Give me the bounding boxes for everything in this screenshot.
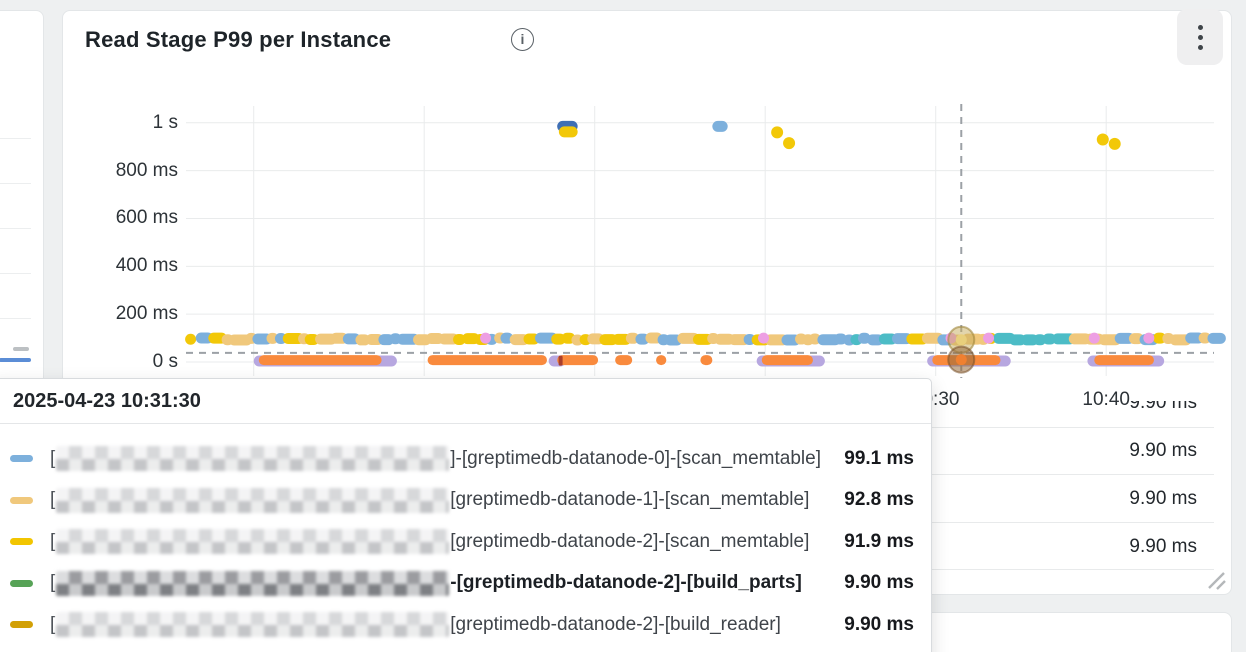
info-icon[interactable]: i <box>511 28 534 51</box>
series-label-prefix: [ <box>50 489 56 511</box>
series-label-prefix: [ <box>50 613 56 635</box>
series-color-marker-icon <box>10 538 33 546</box>
redacted-pod-name <box>56 570 450 596</box>
series-value: 92.8 ms <box>844 489 914 511</box>
legend-value: 9.90 ms <box>1129 440 1197 461</box>
kebab-icon <box>1197 24 1203 30</box>
series-value: 91.9 ms <box>844 530 914 552</box>
legend-value: 9.90 ms <box>1129 536 1197 557</box>
y-axis-tick: 600 ms <box>115 207 178 229</box>
series-value: 9.90 ms <box>844 613 914 635</box>
series-color-marker-icon <box>10 496 33 504</box>
panel-header: Read Stage P99 per Instance i <box>63 9 1231 83</box>
left-panel-series-fragment <box>0 358 31 362</box>
series-label-prefix: [ <box>50 572 56 594</box>
legend-value: 9.90 ms <box>1129 488 1197 509</box>
series-label: [greptimedb-datanode-2]-[scan_memtable] <box>450 530 810 552</box>
gridline <box>0 228 31 229</box>
series-color-marker-icon <box>10 455 33 463</box>
legend-value-clipped: 9.90 ms <box>1129 401 1197 413</box>
x-axis-tick: 10:40 <box>1082 389 1130 410</box>
tooltip-timestamp: 2025-04-23 10:31:30 <box>0 379 931 424</box>
y-axis-tick: 400 ms <box>115 255 178 277</box>
y-axis-tick: 200 ms <box>115 303 178 325</box>
redacted-pod-name <box>56 529 450 555</box>
series-label: -[greptimedb-datanode-2]-[build_parts] <box>450 572 802 594</box>
series-label-prefix: [ <box>50 530 56 552</box>
panel-title[interactable]: Read Stage P99 per Instance <box>85 27 392 52</box>
series-color-marker-icon <box>10 579 33 587</box>
tooltip-rows: [ ]-[greptimedb-datanode-0]-[scan_memtabl… <box>0 424 931 646</box>
tooltip-series-row: [ [greptimedb-datanode-1]-[scan_memtable]… <box>0 480 931 522</box>
resize-handle-icon[interactable] <box>1204 568 1228 592</box>
kebab-menu-button[interactable] <box>1177 9 1223 65</box>
tooltip-series-row: [ -[greptimedb-datanode-2]-[build_parts] 9… <box>0 563 931 605</box>
tooltip-series-row: [ ]-[greptimedb-datanode-0]-[scan_memtabl… <box>0 438 931 480</box>
y-axis-tick: 0 s <box>152 351 178 372</box>
scatter-chart[interactable] <box>63 11 1233 596</box>
left-panel-series-fragment <box>13 347 29 351</box>
gridline <box>0 318 31 319</box>
read-stage-panel: Read Stage P99 per Instance i 1 s 800 ms 6… <box>62 9 1233 596</box>
redacted-pod-name <box>56 612 450 638</box>
series-label: ]-[greptimedb-datanode-0]-[scan_memtable… <box>450 447 821 469</box>
series-color-marker-icon <box>10 621 33 629</box>
gridline <box>0 138 31 139</box>
gridline <box>0 183 31 184</box>
series-label: [greptimedb-datanode-1]-[scan_memtable] <box>450 489 810 511</box>
y-axis-tick: 800 ms <box>115 159 178 181</box>
series-value: 9.90 ms <box>844 572 914 594</box>
series-value: 99.1 ms <box>844 447 914 469</box>
series-label-prefix: [ <box>50 447 56 469</box>
tooltip-series-row: [ [greptimedb-datanode-2]-[build_reader] 9… <box>0 604 931 646</box>
redacted-pod-name <box>56 487 450 513</box>
series-label: [greptimedb-datanode-2]-[build_reader] <box>450 613 781 635</box>
gridline <box>0 273 31 274</box>
chart-tooltip: 2025-04-23 10:31:30 [ ]-[greptimedb-datan… <box>0 378 932 652</box>
redacted-pod-name <box>56 446 450 472</box>
tooltip-series-row: [ [greptimedb-datanode-2]-[scan_memtable]… <box>0 521 931 563</box>
y-axis-tick: 1 s <box>152 111 178 133</box>
